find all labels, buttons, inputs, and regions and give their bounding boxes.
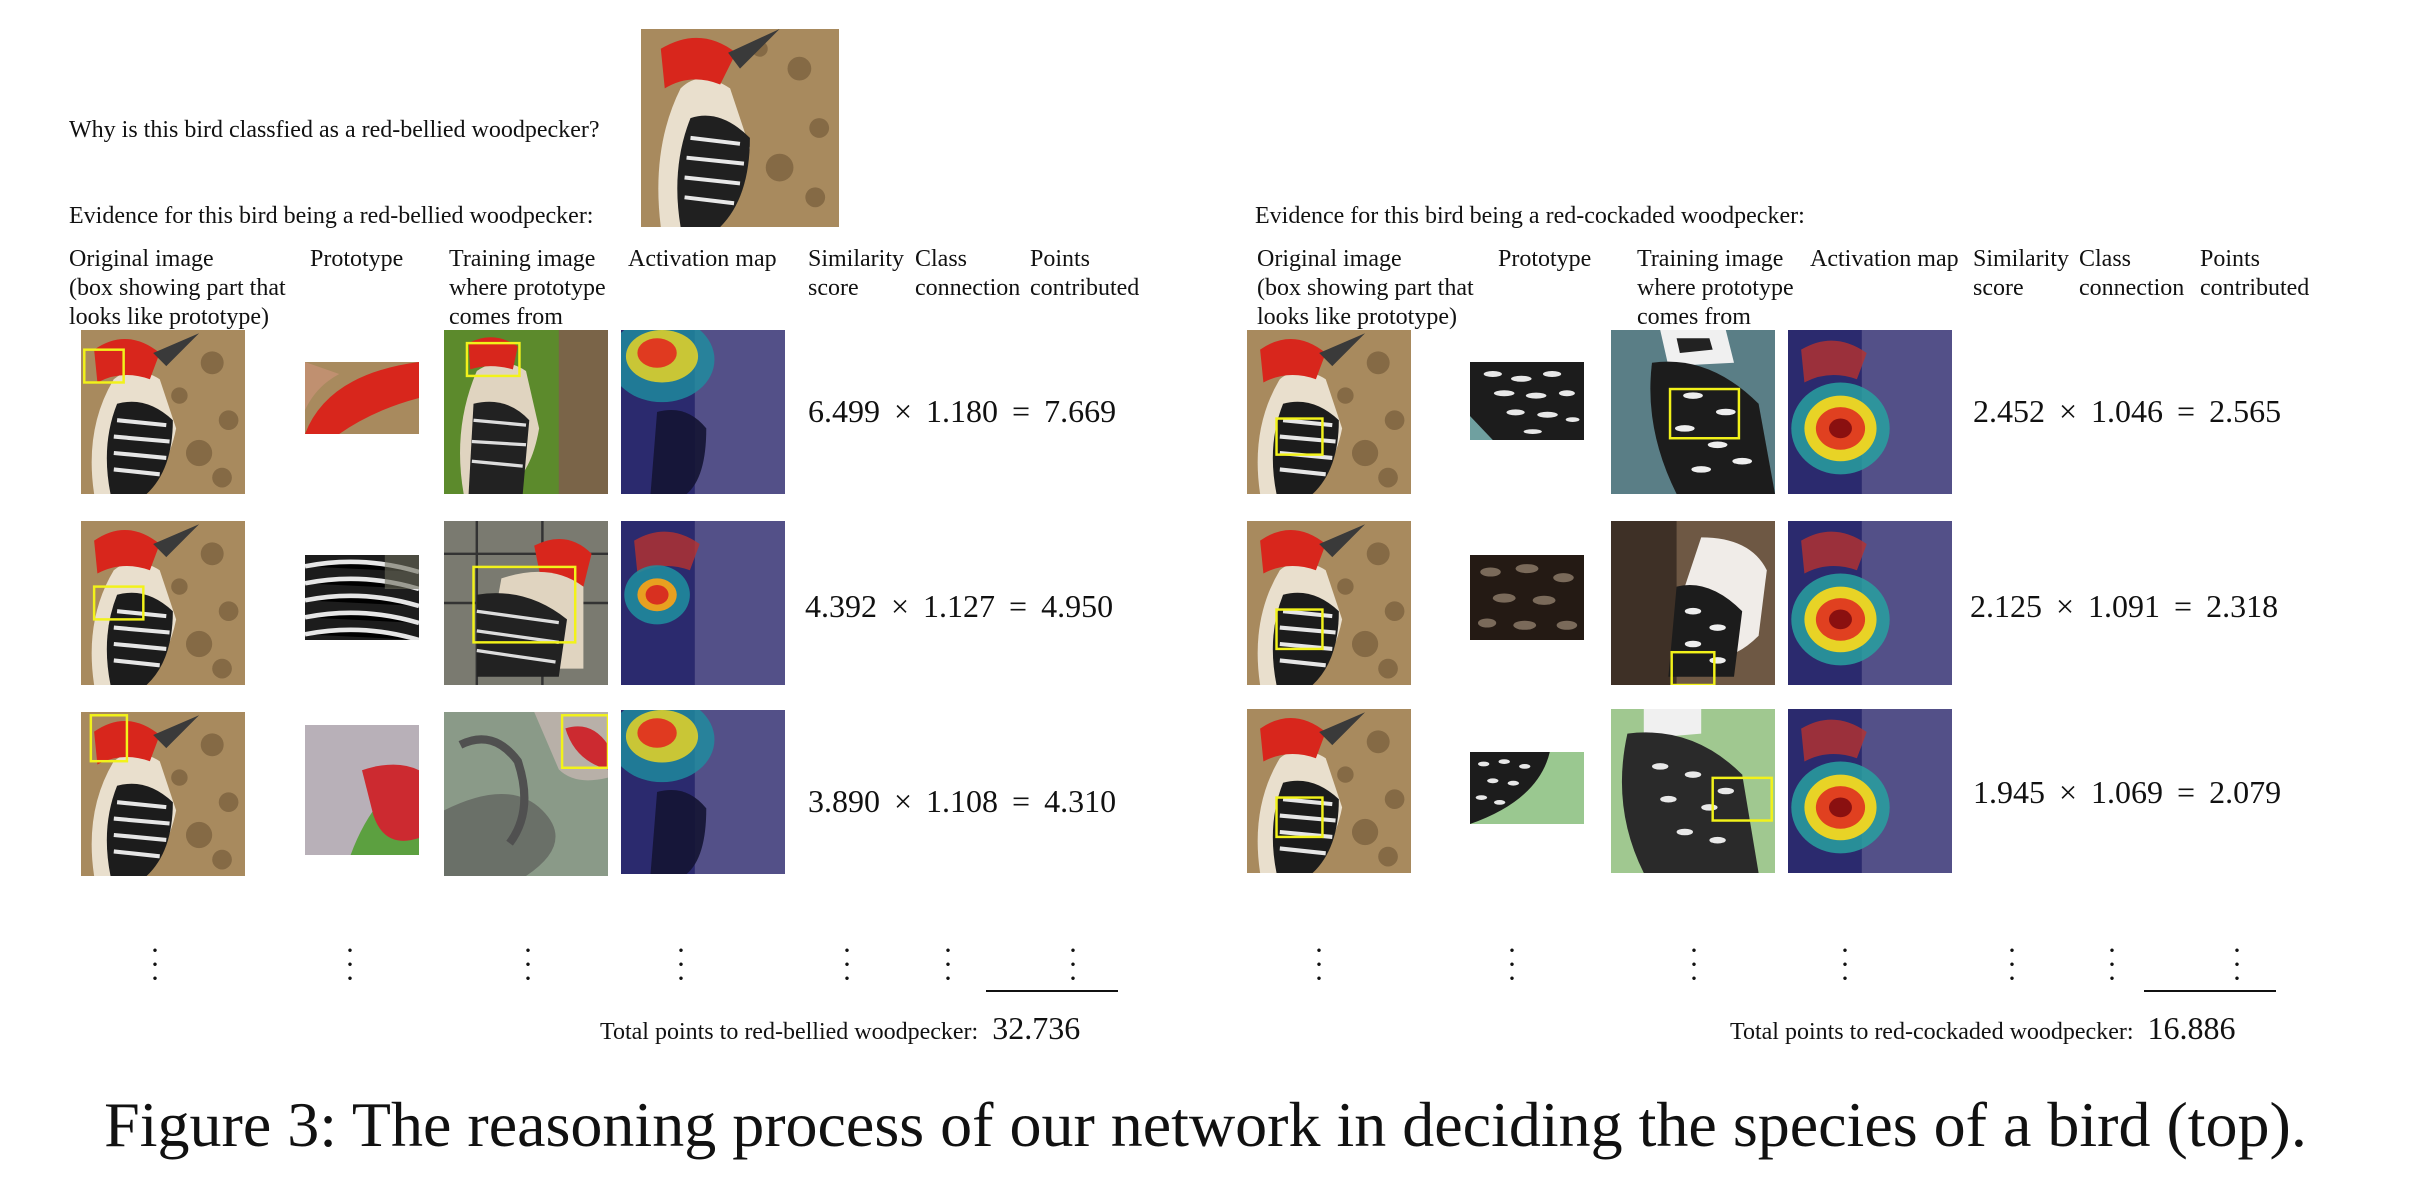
- points-contributed: 2.079: [2209, 774, 2282, 810]
- ellipsis: · · ·: [1689, 934, 1699, 995]
- class-connection: 1.091: [2088, 588, 2161, 624]
- left-header-training: Training image where prototype comes from: [449, 246, 606, 330]
- left-prototype-1: [305, 362, 419, 434]
- ellipsis: · · ·: [1507, 934, 1517, 995]
- right-score-row-1: 2.452 × 1.046 = 2.565: [1973, 393, 2282, 429]
- similarity-score: 2.452: [1973, 393, 2045, 429]
- right-prototype-3: [1470, 752, 1584, 824]
- right-sum-line: [2144, 990, 2276, 992]
- ellipsis: · · ·: [676, 934, 686, 995]
- left-header-activation: Activation map: [628, 246, 777, 272]
- points-contributed: 7.669: [1044, 393, 1117, 429]
- ellipsis: · · ·: [1068, 934, 1078, 995]
- question-text: Why is this bird classfied as a red-bell…: [69, 117, 600, 143]
- class-connection: 1.127: [923, 588, 996, 624]
- ellipsis: · · ·: [150, 934, 160, 995]
- left-score-row-1: 6.499 × 1.180 = 7.669: [808, 393, 1117, 429]
- right-activation-map-2: [1788, 521, 1952, 685]
- ellipsis: · · ·: [2007, 934, 2017, 995]
- right-prototype-2: [1470, 555, 1584, 640]
- left-training-image-2: [444, 521, 608, 685]
- right-score-row-3: 1.945 × 1.069 = 2.079: [1973, 774, 2282, 810]
- right-total: Total points to red-cockaded woodpecker:…: [1730, 1010, 2236, 1047]
- points-contributed: 4.310: [1044, 783, 1117, 819]
- right-header-activation: Activation map: [1810, 246, 1959, 272]
- right-total-label: Total points to red-cockaded woodpecker:: [1730, 1019, 2134, 1045]
- similarity-score: 3.890: [808, 783, 880, 819]
- left-prototype-2: [305, 555, 419, 640]
- left-original-image-1: [81, 330, 245, 494]
- right-evidence-title: Evidence for this bird being a red-cocka…: [1255, 203, 1805, 229]
- left-score-row-2: 4.392 × 1.127 = 4.950: [805, 588, 1114, 624]
- left-total-value: 32.736: [992, 1010, 1081, 1046]
- left-header-class: Class connection: [915, 246, 1021, 301]
- ellipsis: · · ·: [345, 934, 355, 995]
- left-score-row-3: 3.890 × 1.108 = 4.310: [808, 783, 1117, 819]
- right-header-class: Class connection: [2079, 246, 2185, 301]
- similarity-score: 1.945: [1973, 774, 2045, 810]
- right-training-image-2: [1611, 521, 1775, 685]
- ellipsis: · · ·: [523, 934, 533, 995]
- right-header-training: Training image where prototype comes from: [1637, 246, 1794, 330]
- class-connection: 1.180: [926, 393, 999, 429]
- right-score-row-2: 2.125 × 1.091 = 2.318: [1970, 588, 2279, 624]
- ellipsis: · · ·: [2232, 934, 2242, 995]
- points-contributed: 2.318: [2206, 588, 2279, 624]
- left-total-label: Total points to red-bellied woodpecker:: [600, 1019, 979, 1045]
- similarity-score: 4.392: [805, 588, 877, 624]
- right-original-image-3: [1247, 709, 1411, 873]
- right-header-similarity: Similarity score: [1973, 246, 2069, 301]
- right-training-image-1: [1611, 330, 1775, 494]
- ellipsis: · · ·: [842, 934, 852, 995]
- left-prototype-3: [305, 725, 419, 855]
- figure-caption: Figure 3: The reasoning process of our n…: [104, 1089, 2307, 1160]
- ellipsis: · · ·: [943, 934, 953, 995]
- ellipsis: · · ·: [1314, 934, 1324, 995]
- right-activation-map-3: [1788, 709, 1952, 873]
- right-training-image-3: [1611, 709, 1775, 873]
- left-training-image-3: [444, 712, 608, 876]
- right-activation-map-1: [1788, 330, 1952, 494]
- similarity-score: 2.125: [1970, 588, 2042, 624]
- left-original-image-3: [81, 712, 245, 876]
- right-header-points: Points contributed: [2200, 246, 2310, 301]
- left-total: Total points to red-bellied woodpecker: 3…: [600, 1010, 1080, 1047]
- ellipsis: · · ·: [1840, 934, 1850, 995]
- similarity-score: 6.499: [808, 393, 880, 429]
- class-connection: 1.108: [926, 783, 999, 819]
- right-original-image-2: [1247, 521, 1411, 685]
- left-original-image-2: [81, 521, 245, 685]
- left-header-points: Points contributed: [1030, 246, 1140, 301]
- left-activation-map-3: [621, 710, 785, 874]
- right-total-value: 16.886: [2147, 1010, 2236, 1046]
- left-activation-map-2: [621, 521, 785, 685]
- right-original-image-1: [1247, 330, 1411, 494]
- left-sum-line: [986, 990, 1118, 992]
- left-training-image-1: [444, 330, 608, 494]
- points-contributed: 2.565: [2209, 393, 2282, 429]
- class-connection: 1.046: [2091, 393, 2164, 429]
- left-header-original: Original image (box showing part that look…: [69, 246, 286, 330]
- right-header-prototype: Prototype: [1498, 246, 1592, 272]
- ellipsis: · · ·: [2107, 934, 2117, 995]
- class-connection: 1.069: [2091, 774, 2164, 810]
- left-evidence-title: Evidence for this bird being a red-belli…: [69, 203, 594, 229]
- points-contributed: 4.950: [1041, 588, 1114, 624]
- left-header-similarity: Similarity score: [808, 246, 904, 301]
- right-header-original: Original image (box showing part that look…: [1257, 246, 1474, 330]
- left-header-prototype: Prototype: [310, 246, 404, 272]
- query-bird-image: [641, 29, 839, 227]
- left-activation-map-1: [621, 330, 785, 494]
- right-prototype-1: [1470, 362, 1584, 440]
